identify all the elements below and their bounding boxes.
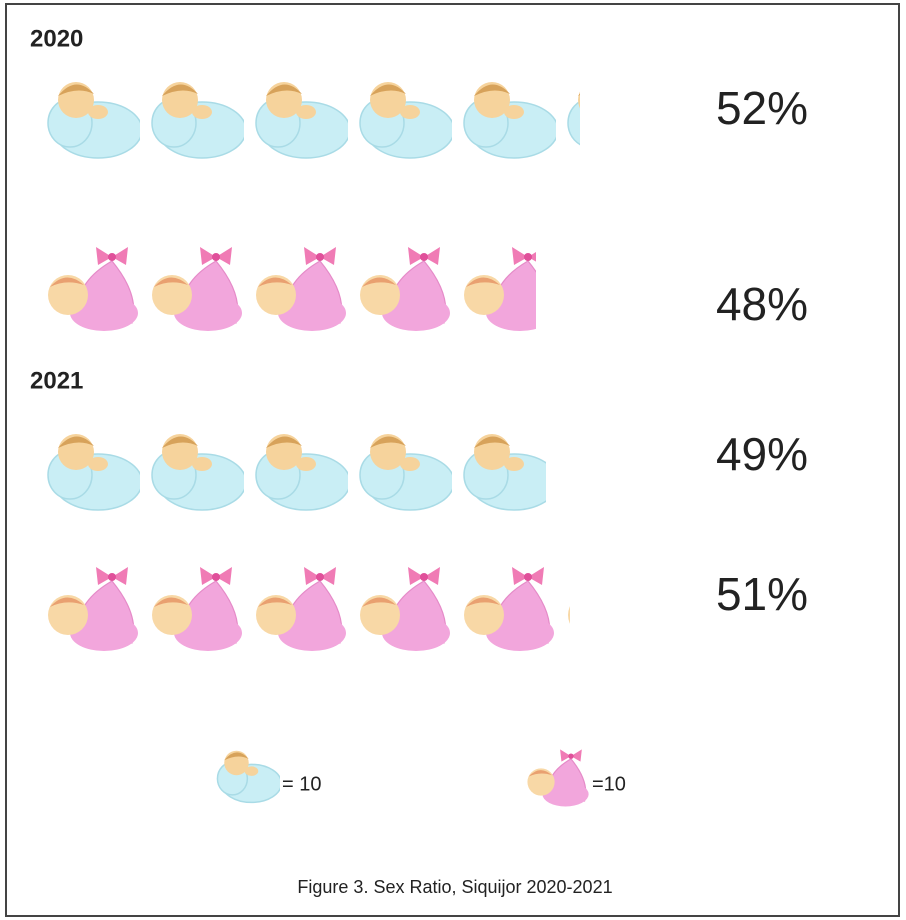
legend-label: =10 <box>592 773 626 795</box>
value-label: 51% <box>716 568 808 620</box>
caption: Figure 3. Sex Ratio, Siquijor 2020-2021 <box>297 877 612 897</box>
chart: Figure 3. Sex Ratio, Siquijor 2020-2021 … <box>0 0 906 920</box>
legend-label: = 10 <box>282 773 321 795</box>
value-label: 52% <box>716 82 808 134</box>
group-label: 2021 <box>30 367 83 394</box>
group-label: 2020 <box>30 25 83 52</box>
value-label: 49% <box>716 428 808 480</box>
value-label: 48% <box>716 278 808 330</box>
